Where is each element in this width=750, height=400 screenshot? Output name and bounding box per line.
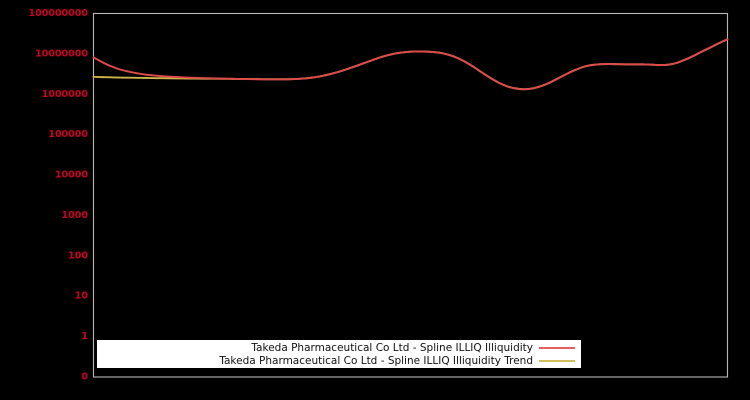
y-axis-tick-label: 10000 [55, 170, 88, 181]
chart-legend: Takeda Pharmaceutical Co Ltd - Spline IL… [97, 340, 581, 368]
legend-background [97, 340, 581, 368]
legend-label: Takeda Pharmaceutical Co Ltd - Spline IL… [218, 355, 533, 367]
y-axis-tick-label: 100 [68, 250, 88, 261]
plot-area-frame [92, 12, 729, 378]
y-axis-tick-label: 10000000 [35, 48, 88, 59]
series-line-illiquidity [92, 38, 729, 91]
y-axis-tick-label: 100000 [48, 129, 88, 140]
y-axis-tick-labels: 1000000001000000010000001000001000010001… [29, 8, 89, 383]
y-axis-tick-label: 10 [75, 291, 89, 302]
y-axis-tick-label: 100000000 [29, 8, 89, 19]
y-axis-tick-label: 0 [81, 372, 88, 383]
legend-label: Takeda Pharmaceutical Co Ltd - Spline IL… [250, 342, 533, 354]
y-axis-tick-label: 1000000 [42, 89, 89, 100]
y-axis-tick-label: 1 [81, 331, 88, 342]
y-axis-tick-label: 1000 [62, 210, 89, 221]
data-series-group [92, 38, 729, 91]
